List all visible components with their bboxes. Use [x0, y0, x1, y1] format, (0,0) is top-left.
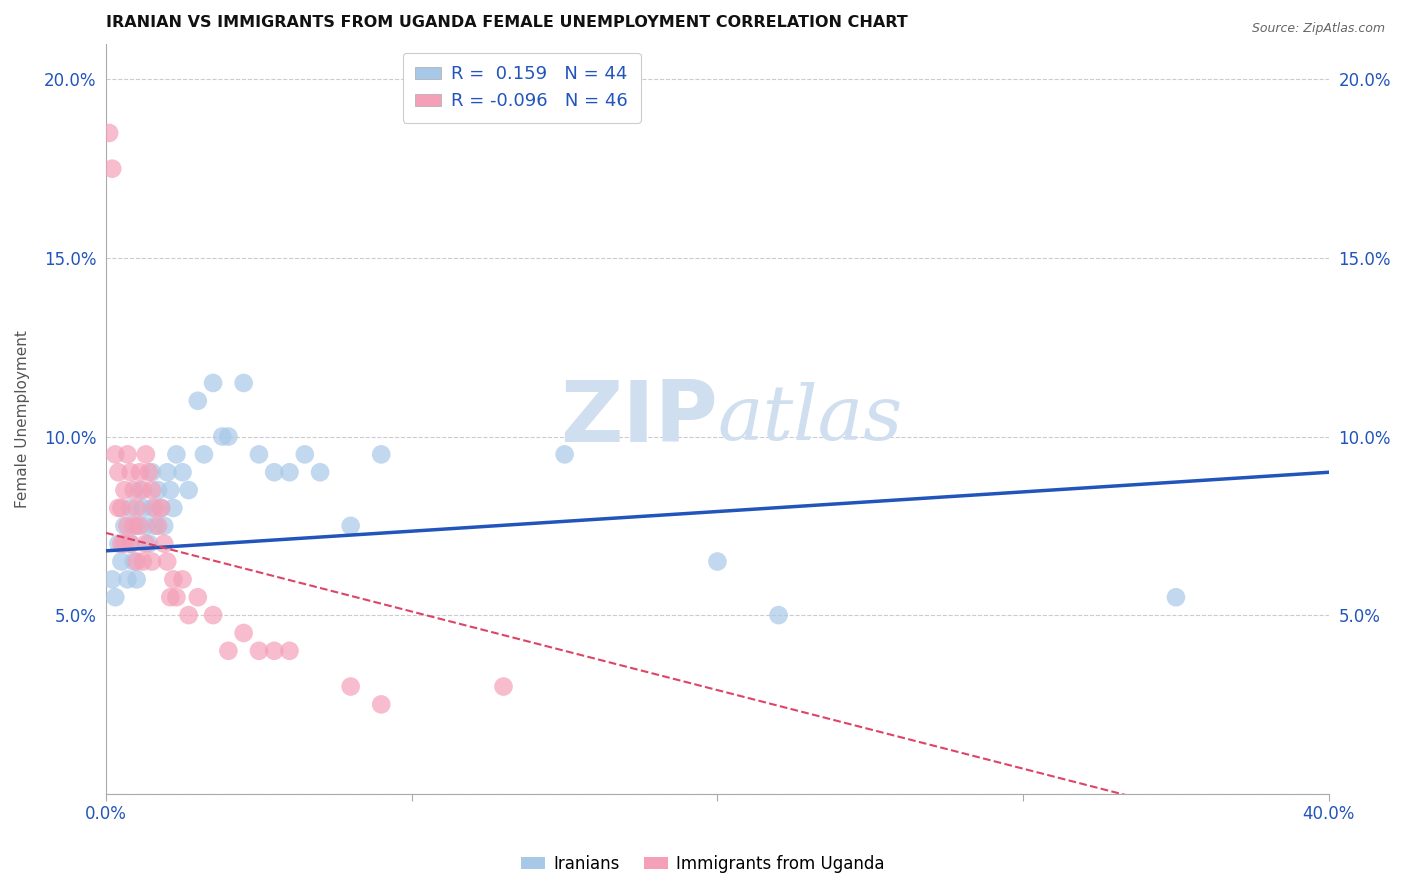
Point [101, 573, 124, 587]
Point [98, 126, 121, 140]
Point [135, 518, 157, 533]
Point [172, 573, 194, 587]
Point [202, 608, 225, 623]
Point [159, 591, 181, 605]
Point [120, 536, 142, 550]
Point [143, 500, 166, 515]
Point [125, 518, 148, 533]
Point [339, 518, 361, 533]
Point [110, 500, 132, 515]
Point [162, 573, 184, 587]
Point [187, 393, 209, 408]
Point [120, 500, 142, 515]
Point [165, 447, 187, 461]
Point [141, 483, 163, 497]
Point [141, 555, 163, 569]
Y-axis label: Female Unemployment: Female Unemployment [15, 330, 30, 508]
Point [159, 483, 181, 497]
Point [150, 500, 173, 515]
Point [339, 680, 361, 694]
Point [104, 591, 127, 605]
Point [217, 644, 239, 658]
Legend: R =  0.159   N = 44, R = -0.096   N = 46: R = 0.159 N = 44, R = -0.096 N = 46 [402, 53, 641, 123]
Point [107, 465, 129, 479]
Point [153, 536, 176, 550]
Point [120, 536, 142, 550]
Point [138, 465, 160, 479]
Point [110, 536, 132, 550]
Point [177, 608, 200, 623]
Point [110, 555, 132, 569]
Point [135, 447, 157, 461]
Text: Source: ZipAtlas.com: Source: ZipAtlas.com [1251, 22, 1385, 36]
Point [122, 555, 145, 569]
Point [153, 518, 176, 533]
Point [104, 447, 127, 461]
Point [114, 518, 136, 533]
Point [125, 500, 148, 515]
Point [492, 680, 515, 694]
Point [120, 465, 142, 479]
Point [309, 465, 332, 479]
Point [138, 536, 160, 550]
Point [187, 591, 209, 605]
Point [232, 376, 254, 390]
Point [117, 447, 139, 461]
Point [122, 483, 145, 497]
Point [156, 465, 179, 479]
Point [132, 555, 155, 569]
Point [132, 483, 155, 497]
Point [132, 500, 155, 515]
Point [141, 500, 163, 515]
Point [1164, 591, 1187, 605]
Text: atlas: atlas [717, 382, 903, 456]
Point [232, 626, 254, 640]
Point [107, 500, 129, 515]
Point [278, 644, 301, 658]
Point [117, 518, 139, 533]
Point [278, 465, 301, 479]
Point [141, 465, 163, 479]
Point [128, 483, 150, 497]
Point [768, 608, 790, 623]
Point [101, 161, 124, 176]
Point [143, 518, 166, 533]
Point [177, 483, 200, 497]
Point [107, 536, 129, 550]
Point [162, 500, 184, 515]
Point [202, 376, 225, 390]
Point [125, 573, 148, 587]
Point [146, 483, 169, 497]
Point [114, 483, 136, 497]
Point [165, 591, 187, 605]
Point [193, 447, 215, 461]
Text: ZIP: ZIP [560, 377, 717, 460]
Point [247, 644, 270, 658]
Point [554, 447, 576, 461]
Point [217, 429, 239, 443]
Point [263, 465, 285, 479]
Point [135, 536, 157, 550]
Point [146, 518, 169, 533]
Point [706, 555, 728, 569]
Point [128, 518, 150, 533]
Point [125, 555, 148, 569]
Point [247, 447, 270, 461]
Point [128, 465, 150, 479]
Point [172, 465, 194, 479]
Point [370, 698, 392, 712]
Point [150, 500, 173, 515]
Point [263, 644, 285, 658]
Point [156, 555, 179, 569]
Point [117, 573, 139, 587]
Point [122, 518, 145, 533]
Point [211, 429, 233, 443]
Text: IRANIAN VS IMMIGRANTS FROM UGANDA FEMALE UNEMPLOYMENT CORRELATION CHART: IRANIAN VS IMMIGRANTS FROM UGANDA FEMALE… [105, 15, 908, 30]
Legend: Iranians, Immigrants from Uganda: Iranians, Immigrants from Uganda [515, 848, 891, 880]
Point [114, 536, 136, 550]
Point [294, 447, 316, 461]
Point [370, 447, 392, 461]
